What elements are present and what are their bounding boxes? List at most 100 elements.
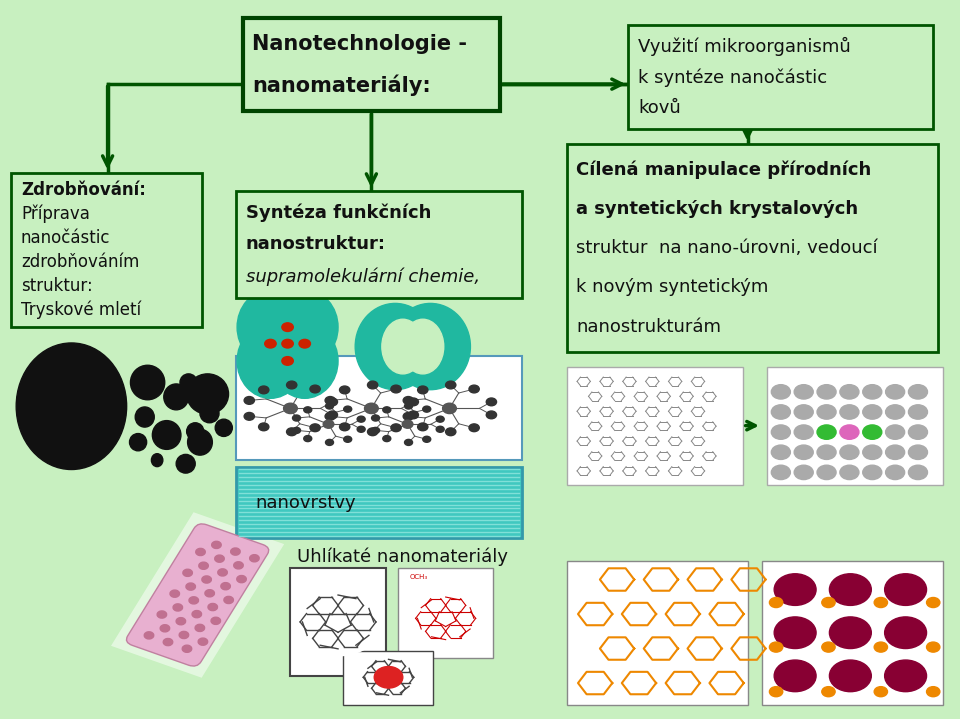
Circle shape bbox=[176, 618, 185, 625]
Ellipse shape bbox=[237, 324, 303, 398]
Ellipse shape bbox=[391, 303, 470, 390]
Text: Nanotechnologie -: Nanotechnologie - bbox=[252, 35, 468, 54]
Circle shape bbox=[160, 625, 170, 632]
Text: Využití mikroorganismů: Využití mikroorganismů bbox=[638, 37, 851, 56]
Circle shape bbox=[186, 583, 196, 590]
Text: Příprava: Příprava bbox=[21, 205, 90, 224]
Circle shape bbox=[163, 638, 173, 646]
Circle shape bbox=[237, 575, 247, 582]
Circle shape bbox=[391, 385, 401, 393]
Circle shape bbox=[144, 632, 154, 639]
Circle shape bbox=[829, 574, 872, 605]
Circle shape bbox=[327, 398, 338, 406]
Circle shape bbox=[885, 445, 904, 459]
Circle shape bbox=[829, 660, 872, 692]
Ellipse shape bbox=[200, 404, 219, 423]
Circle shape bbox=[817, 425, 836, 439]
Circle shape bbox=[840, 425, 859, 439]
Circle shape bbox=[327, 411, 338, 418]
Circle shape bbox=[885, 385, 904, 399]
Circle shape bbox=[287, 428, 297, 436]
Circle shape bbox=[769, 597, 782, 608]
Circle shape bbox=[436, 426, 444, 432]
Circle shape bbox=[487, 411, 496, 418]
Circle shape bbox=[840, 405, 859, 419]
FancyBboxPatch shape bbox=[398, 568, 493, 658]
Circle shape bbox=[383, 436, 391, 441]
Ellipse shape bbox=[130, 434, 147, 451]
Circle shape bbox=[769, 642, 782, 652]
Circle shape bbox=[325, 413, 335, 420]
Circle shape bbox=[208, 603, 218, 610]
Ellipse shape bbox=[272, 324, 338, 398]
Circle shape bbox=[863, 425, 882, 439]
Circle shape bbox=[195, 624, 204, 631]
Ellipse shape bbox=[272, 290, 338, 365]
Circle shape bbox=[771, 405, 790, 419]
Text: zdrobňováním: zdrobňováním bbox=[21, 253, 139, 271]
FancyBboxPatch shape bbox=[236, 191, 522, 298]
Circle shape bbox=[840, 385, 859, 399]
Ellipse shape bbox=[237, 290, 303, 365]
Text: Syntéza funkčních: Syntéza funkčních bbox=[246, 203, 431, 221]
Circle shape bbox=[265, 339, 276, 348]
Circle shape bbox=[794, 405, 813, 419]
Circle shape bbox=[198, 638, 207, 645]
FancyBboxPatch shape bbox=[236, 356, 522, 460]
Circle shape bbox=[408, 411, 419, 418]
Circle shape bbox=[403, 413, 414, 420]
Circle shape bbox=[794, 445, 813, 459]
Text: Cílená manipulace přírodních: Cílená manipulace přírodních bbox=[576, 160, 872, 178]
Ellipse shape bbox=[382, 319, 423, 374]
Circle shape bbox=[404, 403, 413, 409]
Text: nanočástic: nanočástic bbox=[21, 229, 110, 247]
Circle shape bbox=[357, 416, 365, 422]
Text: Zdrobňování:: Zdrobňování: bbox=[21, 181, 146, 199]
Circle shape bbox=[771, 465, 790, 480]
Circle shape bbox=[324, 420, 334, 429]
Ellipse shape bbox=[381, 311, 434, 383]
FancyBboxPatch shape bbox=[566, 144, 938, 352]
Circle shape bbox=[840, 445, 859, 459]
Circle shape bbox=[443, 403, 456, 413]
Circle shape bbox=[875, 597, 887, 608]
Circle shape bbox=[817, 405, 836, 419]
Ellipse shape bbox=[355, 303, 435, 390]
FancyBboxPatch shape bbox=[236, 467, 522, 538]
Circle shape bbox=[325, 439, 333, 446]
Ellipse shape bbox=[177, 454, 195, 473]
Text: nanostrukturám: nanostrukturám bbox=[576, 318, 721, 336]
Circle shape bbox=[372, 415, 379, 421]
Circle shape bbox=[233, 562, 243, 569]
Circle shape bbox=[258, 386, 269, 394]
Text: nanovrstvy: nanovrstvy bbox=[255, 493, 356, 512]
Ellipse shape bbox=[135, 407, 155, 427]
Circle shape bbox=[192, 610, 202, 618]
Circle shape bbox=[829, 617, 872, 649]
Circle shape bbox=[774, 617, 816, 649]
Circle shape bbox=[908, 405, 927, 419]
Circle shape bbox=[863, 445, 882, 459]
Circle shape bbox=[293, 587, 384, 656]
Circle shape bbox=[422, 436, 431, 442]
Circle shape bbox=[293, 427, 300, 434]
Circle shape bbox=[244, 397, 254, 404]
Circle shape bbox=[287, 381, 297, 389]
Circle shape bbox=[344, 436, 351, 442]
Ellipse shape bbox=[16, 343, 127, 470]
Circle shape bbox=[885, 425, 904, 439]
FancyBboxPatch shape bbox=[111, 512, 284, 678]
Circle shape bbox=[374, 667, 403, 688]
Circle shape bbox=[822, 687, 835, 697]
FancyBboxPatch shape bbox=[12, 173, 202, 327]
Circle shape bbox=[885, 617, 926, 649]
Text: struktur  na nano-úrovni, vedoucí: struktur na nano-úrovni, vedoucí bbox=[576, 239, 877, 257]
Circle shape bbox=[817, 385, 836, 399]
Text: kovů: kovů bbox=[638, 99, 681, 117]
Circle shape bbox=[926, 597, 940, 608]
Circle shape bbox=[283, 403, 298, 413]
Text: Tryskové mletí: Tryskové mletí bbox=[21, 301, 141, 319]
Circle shape bbox=[340, 423, 349, 431]
Circle shape bbox=[926, 642, 940, 652]
Circle shape bbox=[822, 597, 835, 608]
